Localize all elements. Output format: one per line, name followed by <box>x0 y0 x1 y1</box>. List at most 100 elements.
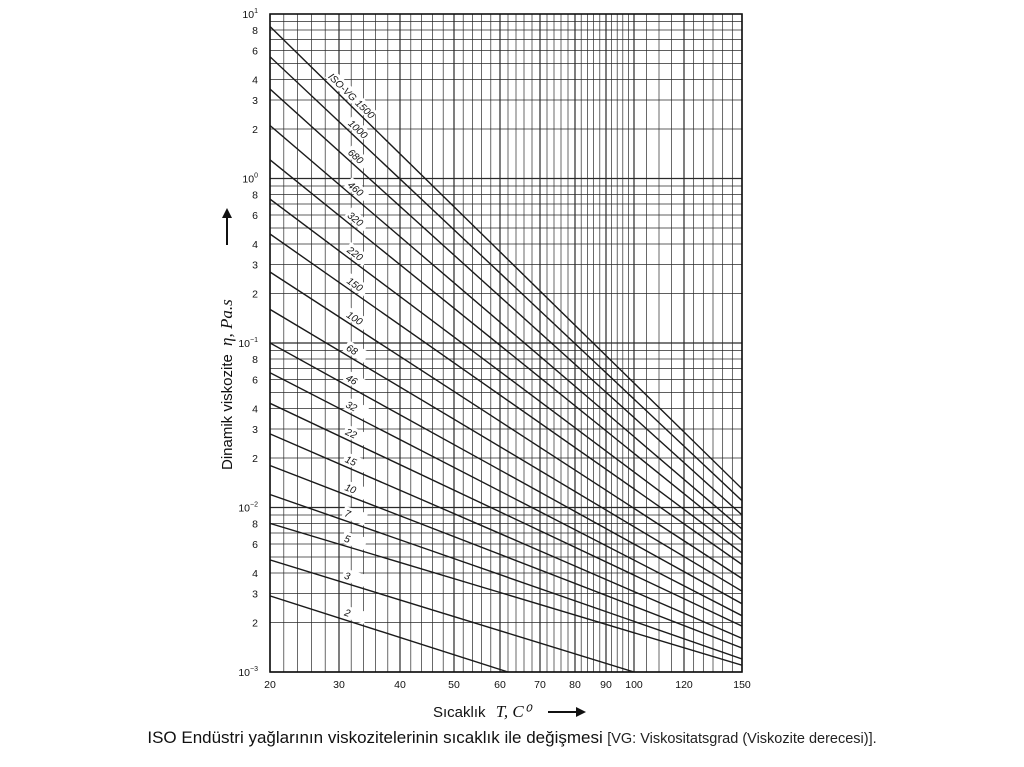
series-line <box>270 233 742 566</box>
y-tick-labels: 101 8 6 4 3 2 100 8 6 4 3 2 10−1 8 6 4 3 2 10−2 8 6 4 3 2 10−3 <box>238 8 258 679</box>
chart-grid <box>269 14 743 673</box>
x-tick-label: 90 <box>600 679 612 691</box>
caption-main: ISO Endüstri yağlarının viskozitelerinin… <box>147 728 603 747</box>
series-label: 3 <box>343 571 352 583</box>
y-tick-label: 8 <box>252 189 258 201</box>
y-tick-label: 8 <box>252 518 258 530</box>
y-tick-label: 10−3 <box>238 666 258 679</box>
series-line <box>270 595 509 672</box>
y-tick-label: 2 <box>252 288 258 300</box>
series-label: 10 <box>343 482 358 496</box>
y-tick-label: 3 <box>252 260 258 272</box>
series-line <box>270 124 742 530</box>
series-line <box>270 198 742 554</box>
y-tick-label: 6 <box>252 539 258 551</box>
series-label-bg <box>344 115 371 141</box>
series-label: 15 <box>343 454 358 469</box>
x-tick-label: 70 <box>534 679 546 691</box>
figure-caption: ISO Endüstri yağlarının viskozitelerinin… <box>0 728 1024 748</box>
x-tick-label: 150 <box>733 679 751 691</box>
svg-text:Dinamik viskozite η, Pa.: Dinamik viskozite η, Pa.s <box>217 299 236 470</box>
y-tick-label: 4 <box>252 239 258 251</box>
series-line <box>270 464 742 649</box>
series-label-bg <box>341 605 368 624</box>
x-tick-label: 40 <box>394 679 406 691</box>
series-line <box>270 56 742 502</box>
series-label-bg <box>342 396 370 419</box>
series-label-bg <box>341 531 368 550</box>
series-line <box>270 372 742 617</box>
x-tick-label: 60 <box>494 679 506 691</box>
series-label: 22 <box>342 426 358 441</box>
y-tick-label: 4 <box>252 403 258 415</box>
series-label-bg <box>341 568 368 587</box>
series-label: 68 <box>344 343 360 358</box>
x-tick-labels: 20 30 40 50 60 70 80 90 100 120 150 <box>264 679 751 691</box>
series-line <box>270 402 742 627</box>
svg-text:Sıcaklık T, C⁰: Sıcaklık T, C⁰ <box>433 702 533 721</box>
y-tick-label: 10−1 <box>238 337 258 350</box>
y-tick-label: 10−2 <box>238 502 258 515</box>
y-tick-label: 6 <box>252 45 258 57</box>
series-line <box>270 493 742 660</box>
series-label: 5 <box>343 534 352 546</box>
y-tick-label: 8 <box>252 25 258 37</box>
series-line <box>270 88 742 516</box>
x-tick-label: 120 <box>675 679 693 691</box>
x-arrow-icon <box>548 707 586 717</box>
series-label-bg <box>342 370 370 393</box>
y-tick-label: 2 <box>252 453 258 465</box>
series-label-bg <box>343 207 371 232</box>
series-line <box>270 25 742 490</box>
series-line <box>270 522 742 666</box>
series-label-bg <box>342 340 370 363</box>
y-tick-label: 4 <box>252 568 258 580</box>
series-line <box>270 433 742 640</box>
series-label-bg <box>341 479 369 500</box>
y-arrow-icon <box>222 208 232 245</box>
series-label-bg <box>343 307 370 331</box>
series-line <box>270 559 635 672</box>
x-axis-label: Sıcaklık <box>433 704 486 721</box>
y-tick-label: 100 <box>242 173 258 186</box>
x-tick-label: 50 <box>448 679 460 691</box>
x-tick-label: 80 <box>569 679 581 691</box>
y-tick-label: 3 <box>252 589 258 601</box>
series-label: 2 <box>342 607 352 620</box>
series-label: 32 <box>344 400 359 415</box>
series-label-bg <box>341 451 369 473</box>
series-line <box>270 271 742 580</box>
y-tick-label: 3 <box>252 424 258 436</box>
series-label: 7 <box>343 508 352 520</box>
x-tick-label: 100 <box>625 679 643 691</box>
series-lines <box>270 25 742 672</box>
x-tick-label: 30 <box>333 679 345 691</box>
series-label-bg <box>324 68 378 121</box>
x-axis-symbol: T, C⁰ <box>496 702 533 721</box>
x-tick-label: 20 <box>264 679 276 691</box>
series-label-bg <box>343 273 370 297</box>
series-line <box>270 308 742 592</box>
y-tick-label: 3 <box>252 95 258 107</box>
y-tick-label: 2 <box>252 617 258 629</box>
caption-note: [VG: Viskositatsgrad (Viskozite derecesi… <box>607 731 877 747</box>
series-line <box>270 342 742 605</box>
y-tick-label: 6 <box>252 210 258 222</box>
y-tick-label: 2 <box>252 124 258 136</box>
y-axis-title: Dinamik viskozite η, Pa.s <box>217 208 236 470</box>
y-tick-label: 101 <box>242 8 258 21</box>
series-label-bg <box>342 424 369 446</box>
series-label-bg <box>343 242 371 267</box>
series-label-bg <box>344 144 371 170</box>
y-tick-label: 8 <box>252 354 258 366</box>
y-axis-label: Dinamik viskozite <box>219 354 236 470</box>
y-tick-label: 4 <box>252 74 258 86</box>
x-axis-title: Sıcaklık T, C⁰ <box>433 702 586 721</box>
series-label: 46 <box>344 373 359 388</box>
y-tick-label: 6 <box>252 374 258 386</box>
series-line <box>270 159 742 542</box>
series-label-bg <box>341 505 368 526</box>
series-label-bg <box>344 177 371 202</box>
y-axis-symbol: η, Pa.s <box>217 299 236 346</box>
